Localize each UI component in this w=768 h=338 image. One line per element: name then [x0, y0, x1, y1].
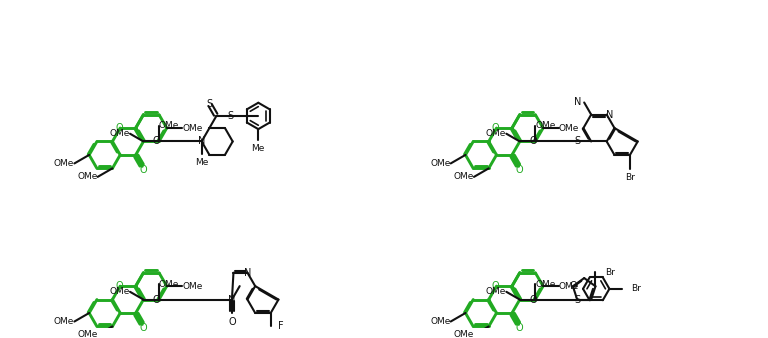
Text: S: S	[207, 99, 213, 109]
Text: O: O	[569, 281, 577, 291]
Text: Br: Br	[631, 284, 641, 293]
Text: S: S	[227, 111, 233, 121]
Text: N: N	[228, 294, 236, 305]
Text: N: N	[243, 268, 251, 278]
Text: OMe: OMe	[535, 280, 556, 289]
Text: OMe: OMe	[454, 331, 474, 338]
Text: S: S	[574, 137, 581, 146]
Text: OMe: OMe	[535, 121, 556, 130]
Text: Me: Me	[252, 144, 265, 153]
Text: O: O	[492, 281, 499, 291]
Text: OMe: OMe	[182, 282, 203, 291]
Text: Me: Me	[195, 158, 208, 167]
Text: O: O	[115, 123, 123, 133]
Text: S: S	[574, 294, 581, 305]
Text: OMe: OMe	[78, 172, 98, 182]
Text: O: O	[115, 281, 123, 291]
Text: OMe: OMe	[182, 123, 203, 132]
Text: OMe: OMe	[486, 129, 506, 138]
Text: OMe: OMe	[78, 331, 98, 338]
Text: O: O	[516, 165, 524, 175]
Text: Br: Br	[605, 268, 615, 277]
Text: OMe: OMe	[454, 172, 474, 182]
Text: N: N	[606, 110, 614, 120]
Text: F: F	[279, 321, 284, 331]
Text: N: N	[574, 97, 581, 107]
Text: OMe: OMe	[558, 123, 579, 132]
Text: O: O	[516, 323, 524, 333]
Text: OMe: OMe	[430, 159, 451, 168]
Text: O: O	[140, 165, 147, 175]
Text: OMe: OMe	[110, 129, 130, 138]
Text: N: N	[198, 137, 205, 146]
Text: O: O	[140, 323, 147, 333]
Text: OMe: OMe	[159, 121, 180, 130]
Text: OMe: OMe	[110, 287, 130, 296]
Text: O: O	[529, 294, 537, 305]
Text: OMe: OMe	[159, 280, 180, 289]
Text: O: O	[153, 137, 161, 146]
Text: OMe: OMe	[54, 317, 74, 326]
Text: O: O	[153, 294, 161, 305]
Text: Br: Br	[625, 173, 635, 182]
Text: OMe: OMe	[558, 282, 579, 291]
Text: OMe: OMe	[54, 159, 74, 168]
Text: O: O	[529, 137, 537, 146]
Text: O: O	[492, 123, 499, 133]
Text: O: O	[228, 317, 236, 327]
Text: OMe: OMe	[430, 317, 451, 326]
Text: OMe: OMe	[486, 287, 506, 296]
